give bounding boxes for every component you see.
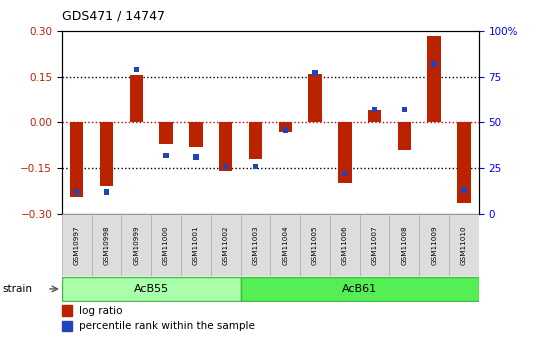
Text: GSM10999: GSM10999 (133, 225, 139, 265)
Bar (122, 214, 151, 276)
Bar (270, 214, 300, 276)
Bar (368, 110, 381, 122)
Bar (211, 214, 240, 276)
Bar (398, 122, 411, 150)
Text: strain: strain (3, 284, 33, 294)
Bar (62, 321, 72, 331)
Bar (62, 305, 72, 316)
Text: GSM10998: GSM10998 (103, 225, 110, 265)
Bar (74, 189, 80, 195)
Bar (62, 214, 91, 276)
Text: GSM11009: GSM11009 (431, 225, 437, 265)
Bar (164, 152, 169, 158)
Bar (428, 36, 441, 122)
Text: AcB55: AcB55 (133, 284, 169, 294)
Text: AcB61: AcB61 (342, 284, 377, 294)
Bar (360, 214, 390, 276)
Bar (338, 122, 351, 184)
Text: GSM11004: GSM11004 (282, 225, 288, 265)
Bar (104, 189, 109, 195)
Text: GSM11008: GSM11008 (401, 225, 407, 265)
Bar (193, 155, 199, 160)
Text: GSM11003: GSM11003 (252, 225, 258, 265)
Bar (70, 122, 83, 197)
Bar (100, 122, 113, 187)
Bar (91, 214, 122, 276)
Bar (282, 127, 288, 132)
Bar (402, 107, 407, 112)
Text: GSM11005: GSM11005 (312, 225, 318, 265)
Bar (372, 107, 377, 112)
Bar (219, 122, 232, 171)
Text: log ratio: log ratio (79, 306, 122, 316)
Text: GSM11007: GSM11007 (372, 225, 378, 265)
Bar (461, 187, 466, 193)
Bar (342, 171, 348, 176)
Bar (419, 214, 449, 276)
Bar (159, 122, 173, 144)
Bar (390, 214, 419, 276)
Text: GSM11001: GSM11001 (193, 225, 199, 265)
Bar (249, 122, 262, 159)
Bar (189, 122, 203, 147)
Bar (253, 164, 258, 169)
Bar (313, 70, 318, 76)
Text: GSM11010: GSM11010 (461, 225, 467, 265)
Bar (223, 164, 228, 169)
Text: percentile rank within the sample: percentile rank within the sample (79, 321, 254, 331)
Bar (308, 74, 322, 122)
Bar (133, 67, 139, 72)
Text: GSM11000: GSM11000 (163, 225, 169, 265)
Bar (330, 214, 360, 276)
Bar (181, 214, 211, 276)
Bar (240, 214, 270, 276)
Text: GDS471 / 14747: GDS471 / 14747 (62, 9, 165, 22)
Text: GSM10997: GSM10997 (74, 225, 80, 265)
Bar (449, 214, 479, 276)
Bar (457, 122, 471, 203)
Text: GSM11006: GSM11006 (342, 225, 348, 265)
Bar (240, 277, 479, 300)
Bar (62, 277, 240, 300)
Bar (130, 75, 143, 122)
Bar (151, 214, 181, 276)
Bar (279, 122, 292, 132)
Bar (300, 214, 330, 276)
Bar (431, 61, 437, 67)
Text: GSM11002: GSM11002 (223, 225, 229, 265)
